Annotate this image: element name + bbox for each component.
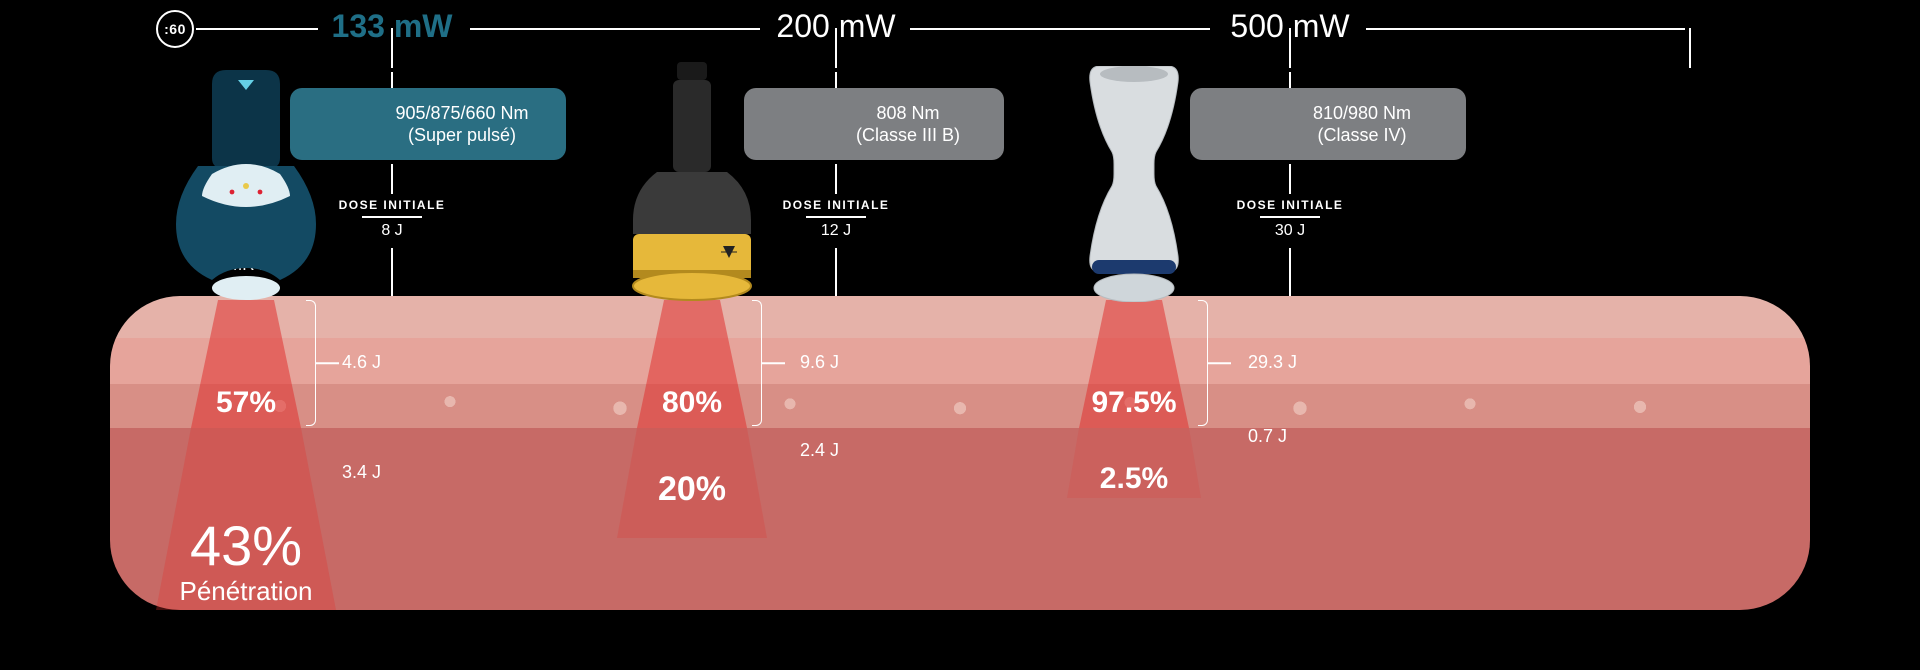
infographic-stage: :60 133 mW 200 mW 500 mW 905/875/660 Nm(Su… [0,0,1920,670]
dose-rule [1260,216,1320,218]
timer-text: :60 [164,21,186,37]
dose-value: 12 J [761,222,911,240]
timeline-segment [910,28,1210,30]
spec-line2: (Classe III B) [856,124,960,147]
spec-line1: 905/875/660 Nm [395,102,528,125]
dose-rule [806,216,866,218]
penetration-percent: 43% [180,518,313,574]
dose-label: DOSE INITIALE [761,198,911,212]
energy-value: 9.6 J [800,352,839,373]
power-label: 200 mW [776,8,895,45]
absorption-percent: 57% [216,386,276,420]
power-stem [391,72,393,88]
penetration-word: Pénétration [180,576,313,607]
penetration-percent: 2.5% [1100,462,1168,496]
tissue-block [110,296,1810,610]
absorption-percent: 97.5% [1091,386,1176,420]
energy-value: 4.6 J [342,352,381,373]
dose-value: 8 J [317,222,467,240]
dose-rule [362,216,422,218]
bracket-stem [761,362,785,364]
dose-stem-lower [1289,248,1291,296]
dose-stem-lower [835,248,837,296]
penetration-label: 43% Pénétration [180,518,313,607]
spec-pill: 905/875/660 Nm(Super pulsé) [290,88,566,160]
spec-line2: (Super pulsé) [408,124,516,147]
spec-line1: 808 Nm [876,102,939,125]
energy-value: 2.4 J [800,440,839,461]
timeline-segment [196,28,318,30]
spec-pill: 810/980 Nm(Classe IV) [1190,88,1466,160]
dose-block: DOSE INITIALE 8 J [317,198,467,240]
spec-line1: 810/980 Nm [1313,102,1411,125]
dose-block: DOSE INITIALE 30 J [1215,198,1365,240]
tissue-layer [110,428,1810,610]
energy-value: 29.3 J [1248,352,1297,373]
bracket-stem [315,362,339,364]
timeline-segment [470,28,760,30]
tissue-layer [110,384,1810,428]
energy-value: 0.7 J [1248,426,1287,447]
bracket-stem [1207,362,1231,364]
penetration-percent: 20% [658,470,726,509]
dose-stem [1289,164,1291,194]
power-label: 500 mW [1230,8,1349,45]
spec-line2: (Classe IV) [1317,124,1406,147]
dose-stem [835,164,837,194]
spec-pill: 808 Nm(Classe III B) [744,88,1004,160]
timeline-segment [1366,28,1685,30]
absorption-percent: 80% [662,386,722,420]
bracket [1198,300,1208,426]
dose-label: DOSE INITIALE [1215,198,1365,212]
dose-label: DOSE INITIALE [317,198,467,212]
device-mr4 [176,70,316,302]
dose-stem [391,164,393,194]
device-class4 [1074,66,1194,302]
dose-block: DOSE INITIALE 12 J [761,198,911,240]
bracket [752,300,762,426]
energy-value: 3.4 J [342,462,381,483]
power-stem [1289,72,1291,88]
device-class3 [627,62,757,302]
bracket [306,300,316,426]
dose-stem-lower [391,248,393,296]
tissue-layer [110,296,1810,338]
dose-value: 30 J [1215,222,1365,240]
power-stem [835,72,837,88]
power-label: 133 mW [332,8,453,45]
timer-badge: :60 [156,10,194,48]
timeline-tick [1689,28,1691,68]
